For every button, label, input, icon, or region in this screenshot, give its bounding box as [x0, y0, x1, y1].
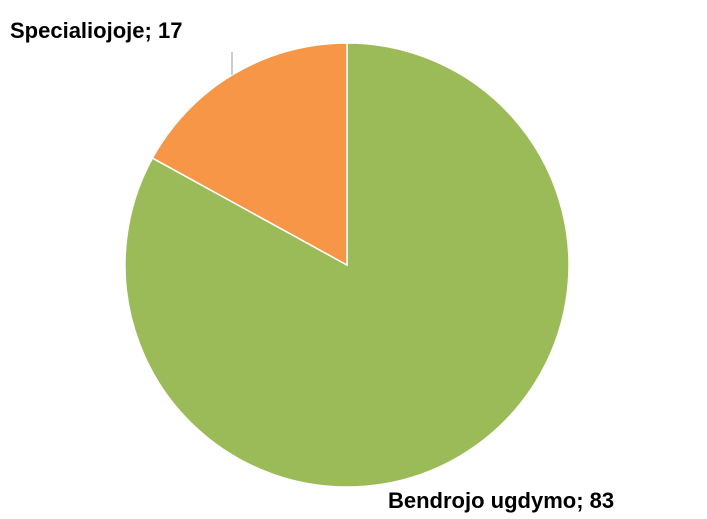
pie-slice	[124, 42, 570, 488]
pie	[124, 42, 570, 488]
data-label: Bendrojo ugdymo; 83	[388, 488, 614, 513]
label-separator: ;	[576, 488, 589, 513]
label-separator: ;	[145, 18, 158, 43]
label-category: Specialiojoje	[10, 18, 145, 43]
label-category: Bendrojo ugdymo	[388, 488, 576, 513]
label-value: 83	[590, 488, 614, 513]
data-label: Specialiojoje; 17	[10, 18, 182, 43]
pie-slice	[151, 42, 348, 267]
label-value: 17	[158, 18, 182, 43]
